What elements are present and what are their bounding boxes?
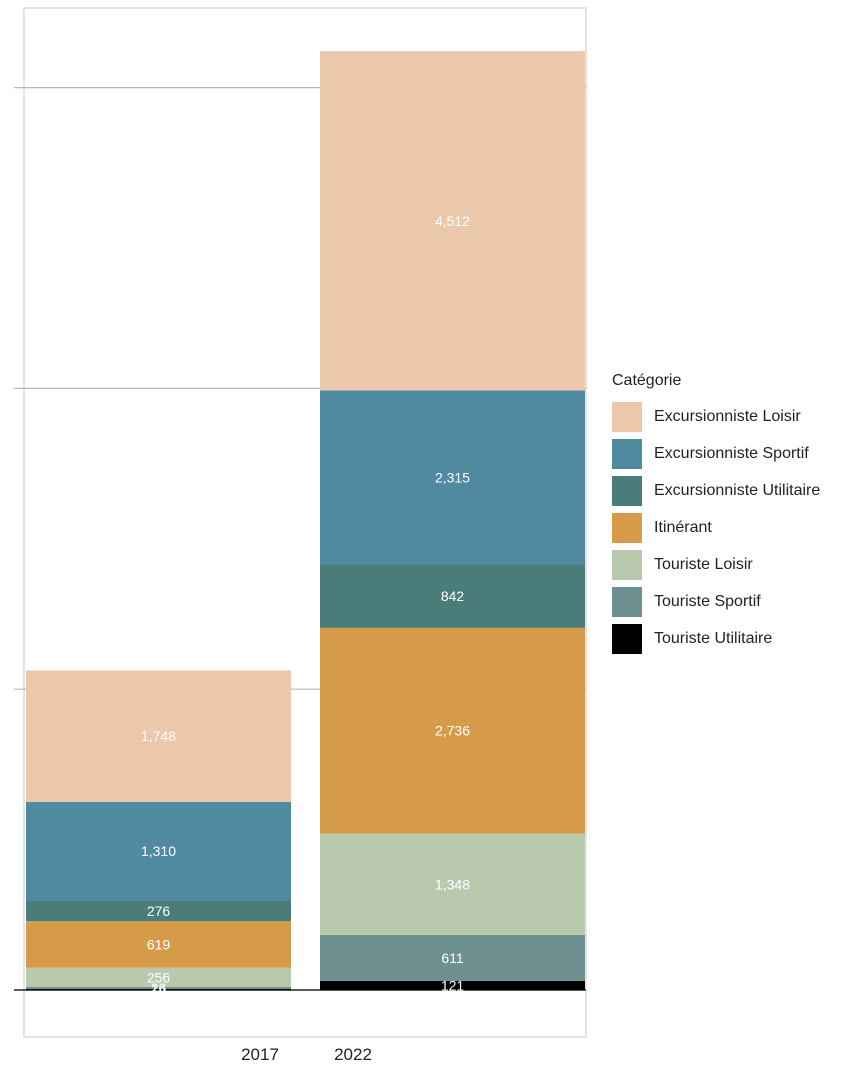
data-label: 842 bbox=[441, 588, 465, 604]
legend-title: Catégorie bbox=[612, 372, 682, 389]
data-label: 121 bbox=[441, 977, 465, 993]
legend-item: Touriste Loisir bbox=[612, 546, 820, 583]
legend-label: Touriste Loisir bbox=[654, 555, 753, 573]
legend-swatch bbox=[612, 512, 642, 543]
bar-segment bbox=[320, 980, 585, 990]
legend-item: Excursionniste Utilitaire bbox=[612, 472, 820, 509]
bar-segment bbox=[320, 51, 585, 391]
data-label: 4,512 bbox=[435, 213, 470, 229]
data-label: 14 bbox=[151, 981, 167, 997]
x-tick-label: 2017 bbox=[241, 1045, 279, 1064]
bars bbox=[26, 51, 585, 990]
bar-segment bbox=[26, 670, 291, 802]
bar-segment bbox=[26, 921, 291, 968]
bar-segment bbox=[320, 564, 585, 628]
bar-segment bbox=[320, 833, 585, 935]
legend-swatch bbox=[612, 401, 642, 432]
legend-item: Touriste Sportif bbox=[612, 583, 820, 620]
legend-item: Excursionniste Sportif bbox=[612, 435, 820, 472]
legend-label: Excursionniste Utilitaire bbox=[654, 481, 821, 499]
bar-segment bbox=[26, 986, 291, 989]
data-label: 1,748 bbox=[141, 728, 176, 744]
data-label: 276 bbox=[147, 903, 171, 919]
bar-segment bbox=[26, 967, 291, 987]
data-label: 1,348 bbox=[435, 876, 470, 892]
legend-label: Itinérant bbox=[654, 518, 712, 536]
data-label: 619 bbox=[147, 936, 171, 952]
legend-swatch bbox=[612, 438, 642, 469]
legend-item: Itinérant bbox=[612, 509, 820, 546]
data-label: 256 bbox=[147, 969, 171, 985]
legend-swatch bbox=[612, 623, 642, 654]
legend-swatch bbox=[612, 549, 642, 580]
legend-label: Excursionniste Loisir bbox=[654, 407, 801, 425]
data-label: 26 bbox=[151, 980, 167, 996]
bar-segment bbox=[320, 934, 585, 981]
data-label: 1,310 bbox=[141, 843, 176, 859]
bar-segment bbox=[26, 988, 291, 990]
legend-label: Touriste Utilitaire bbox=[654, 629, 773, 647]
data-label: 2,736 bbox=[435, 723, 470, 739]
data-label: 2,315 bbox=[435, 469, 470, 485]
x-tick-label: 2022 bbox=[334, 1045, 372, 1064]
data-label: 611 bbox=[441, 950, 464, 966]
panel-border bbox=[23, 7, 587, 1038]
bar-segment bbox=[320, 390, 585, 565]
legend-items: Excursionniste Loisir Excursionniste Spo… bbox=[612, 398, 820, 657]
legend-item: Touriste Utilitaire bbox=[612, 620, 820, 657]
legend-label: Excursionniste Sportif bbox=[654, 444, 809, 462]
bar-segment bbox=[26, 900, 291, 922]
bar-segment bbox=[26, 801, 291, 901]
legend-swatch bbox=[612, 586, 642, 617]
x-axis: 2017 2022 bbox=[241, 1045, 372, 1064]
legend: Catégorie Excursionniste Loisir Excursio… bbox=[612, 372, 820, 657]
legend-item: Excursionniste Loisir bbox=[612, 398, 820, 435]
legend-swatch bbox=[612, 475, 642, 506]
bar-segment bbox=[320, 627, 585, 834]
legend-label: Touriste Sportif bbox=[654, 592, 761, 610]
